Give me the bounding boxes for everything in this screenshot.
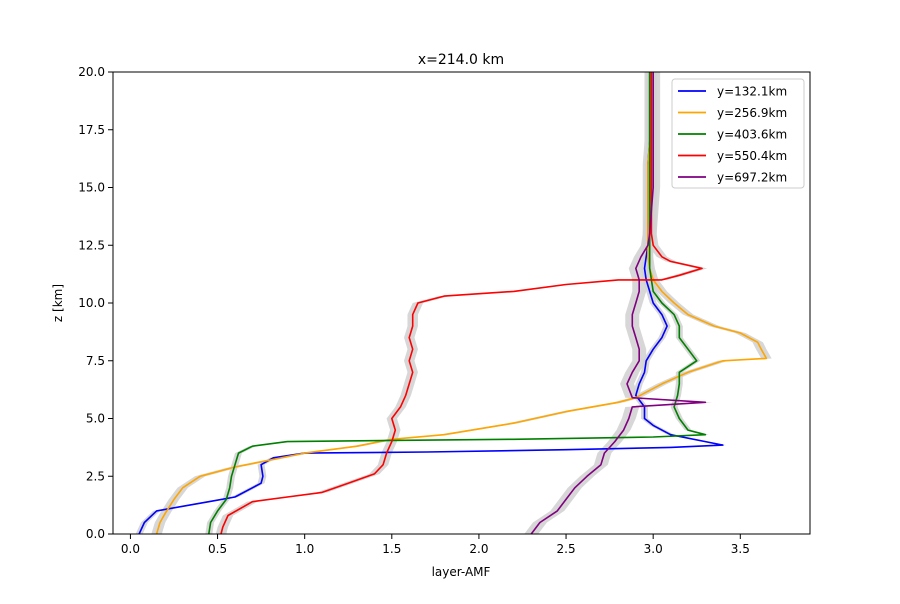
- legend-label: y=256.9km: [717, 106, 787, 120]
- y-tick-label: 20.0: [78, 65, 105, 79]
- x-tick-label: 3.0: [644, 542, 663, 556]
- legend-frame: [671, 78, 805, 189]
- x-tick-label: 0.5: [208, 542, 227, 556]
- legend-items: y=132.1km y=256.9km y=403.6km y=550.4km y=69…: [678, 85, 787, 185]
- series-line-4: [220, 72, 703, 535]
- series-line-5: [530, 72, 707, 535]
- y-axis-label: z [km]: [51, 284, 65, 322]
- x-tick-label: 0.0: [121, 542, 140, 556]
- legend-label: y=132.1km: [717, 85, 787, 99]
- x-tick-label: 1.5: [382, 542, 401, 556]
- x-axis-ticks: 0.0 0.5 1.0 1.5 2.0 2.5 3.0 3.5: [121, 534, 750, 556]
- y-tick-label: 2.5: [86, 469, 105, 483]
- y-tick-label: 5.0: [86, 412, 105, 426]
- series-line-2: [155, 72, 768, 535]
- legend-label: y=550.4km: [717, 149, 787, 163]
- y-tick-label: 12.5: [78, 238, 105, 252]
- x-tick-label: 2.5: [557, 542, 576, 556]
- legend-label: y=403.6km: [717, 128, 787, 142]
- y-tick-label: 0.0: [86, 527, 105, 541]
- x-tick-label: 3.5: [731, 542, 750, 556]
- chart-title: x=214.0 km: [418, 52, 504, 68]
- y-axis-ticks: 0.0 2.5 5.0 7.5 10.0 12.5 15.0 17.5 20.0: [78, 65, 113, 541]
- y-tick-label: 10.0: [78, 296, 105, 310]
- uncertainty-bands: [135, 72, 772, 534]
- uncertainty-band-5: [524, 72, 713, 534]
- x-tick-label: 1.0: [295, 542, 314, 556]
- series-line-3: [208, 72, 707, 535]
- x-tick-label: 2.0: [469, 542, 488, 556]
- legend-label: y=697.2km: [717, 171, 787, 185]
- y-tick-label: 7.5: [86, 354, 105, 368]
- x-axis-label: layer-AMF: [432, 565, 491, 579]
- y-tick-label: 17.5: [78, 123, 105, 137]
- legend: y=132.1km y=256.9km y=403.6km y=550.4km y=69…: [671, 78, 805, 189]
- y-tick-label: 15.0: [78, 181, 105, 195]
- series-lines: [138, 72, 768, 535]
